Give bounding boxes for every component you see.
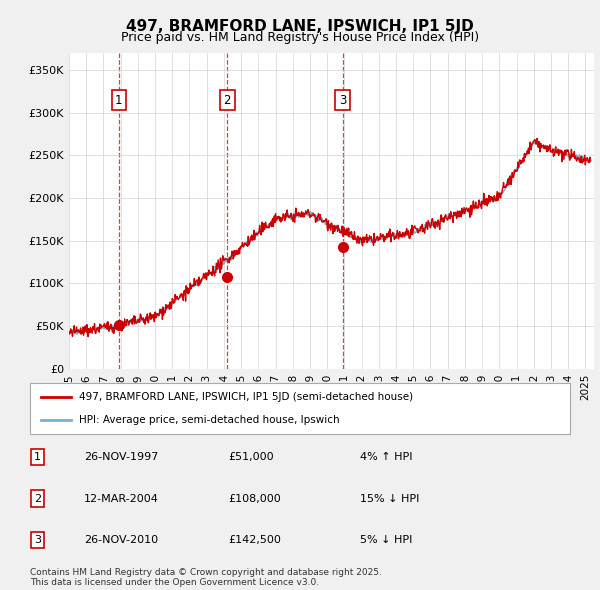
Text: 4% ↑ HPI: 4% ↑ HPI bbox=[360, 453, 413, 462]
Text: £51,000: £51,000 bbox=[228, 453, 274, 462]
Text: 497, BRAMFORD LANE, IPSWICH, IP1 5JD: 497, BRAMFORD LANE, IPSWICH, IP1 5JD bbox=[126, 19, 474, 34]
Text: Contains HM Land Registry data © Crown copyright and database right 2025.
This d: Contains HM Land Registry data © Crown c… bbox=[30, 568, 382, 587]
Text: 5% ↓ HPI: 5% ↓ HPI bbox=[360, 535, 412, 545]
Text: 12-MAR-2004: 12-MAR-2004 bbox=[84, 494, 159, 503]
Text: 1: 1 bbox=[115, 94, 122, 107]
Text: 2: 2 bbox=[34, 494, 41, 503]
Text: 497, BRAMFORD LANE, IPSWICH, IP1 5JD (semi-detached house): 497, BRAMFORD LANE, IPSWICH, IP1 5JD (se… bbox=[79, 392, 413, 402]
Text: 2: 2 bbox=[224, 94, 231, 107]
Text: 26-NOV-2010: 26-NOV-2010 bbox=[84, 535, 158, 545]
Text: Price paid vs. HM Land Registry's House Price Index (HPI): Price paid vs. HM Land Registry's House … bbox=[121, 31, 479, 44]
Text: £108,000: £108,000 bbox=[228, 494, 281, 503]
Text: 3: 3 bbox=[339, 94, 346, 107]
Text: 26-NOV-1997: 26-NOV-1997 bbox=[84, 453, 158, 462]
Text: 1: 1 bbox=[34, 453, 41, 462]
Text: £142,500: £142,500 bbox=[228, 535, 281, 545]
Text: 3: 3 bbox=[34, 535, 41, 545]
Text: HPI: Average price, semi-detached house, Ipswich: HPI: Average price, semi-detached house,… bbox=[79, 415, 339, 425]
Text: 15% ↓ HPI: 15% ↓ HPI bbox=[360, 494, 419, 503]
